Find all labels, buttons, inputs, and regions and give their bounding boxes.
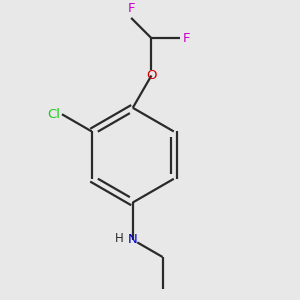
Text: F: F xyxy=(183,32,190,45)
Text: Cl: Cl xyxy=(47,108,61,121)
Text: O: O xyxy=(146,69,157,82)
Text: N: N xyxy=(128,233,138,246)
Text: F: F xyxy=(128,2,135,15)
Text: H: H xyxy=(115,232,123,245)
